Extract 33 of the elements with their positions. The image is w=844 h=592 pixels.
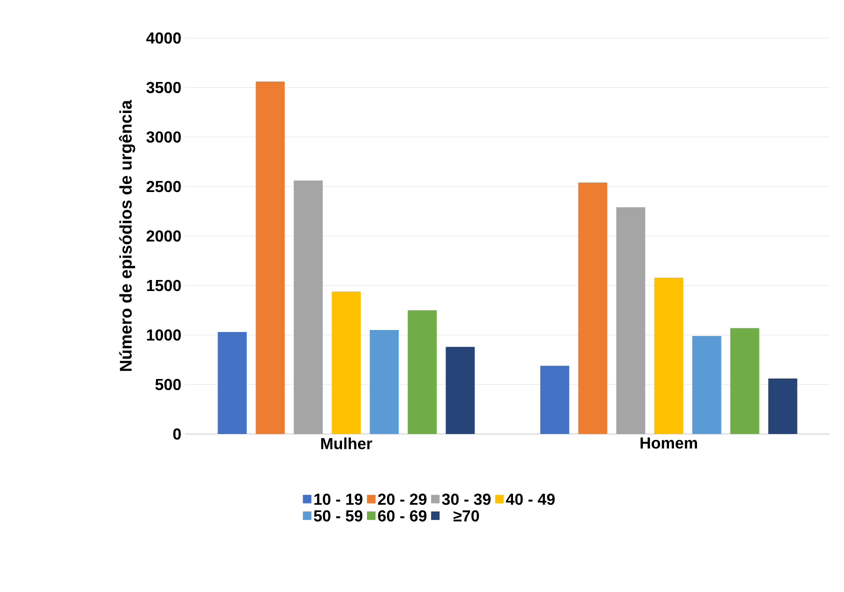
bar <box>370 330 399 434</box>
legend-label: 20 - 29 <box>378 494 426 505</box>
bar <box>692 336 722 434</box>
bar <box>616 207 646 434</box>
y-tick-label: 1500 <box>147 280 181 292</box>
y-tick-label: 1000 <box>147 329 181 341</box>
legend-label: 10 - 19 <box>314 494 362 505</box>
legend-label: 30 - 39 <box>442 494 491 505</box>
legend-label: 40 - 49 <box>506 494 555 505</box>
y-tick-label: 500 <box>155 378 181 390</box>
y-tick-label: 2000 <box>146 230 181 242</box>
bar <box>294 180 323 434</box>
legend-label: ≥70 <box>454 510 479 522</box>
y-axis-title: Número de episódios de urgência <box>118 100 136 371</box>
bar <box>446 346 475 434</box>
bar <box>654 278 684 434</box>
bar <box>256 82 285 434</box>
x-tick-label: Mulher <box>321 438 372 450</box>
bar <box>578 182 608 434</box>
bar <box>332 291 361 434</box>
legend-label: 50 - 59 <box>314 510 362 522</box>
bar <box>730 328 760 434</box>
bar <box>218 332 247 434</box>
y-tick-label: 0 <box>173 428 181 440</box>
y-tick-label: 4000 <box>146 32 181 44</box>
bar <box>408 310 437 434</box>
y-tick-label: 3500 <box>146 82 181 94</box>
legend-label: 60 - 69 <box>378 510 426 522</box>
bar <box>540 366 570 434</box>
bar <box>768 378 798 434</box>
y-tick-label: 3000 <box>146 131 181 143</box>
y-tick-label: 2500 <box>146 180 181 192</box>
x-tick-label: Homem <box>640 438 697 449</box>
